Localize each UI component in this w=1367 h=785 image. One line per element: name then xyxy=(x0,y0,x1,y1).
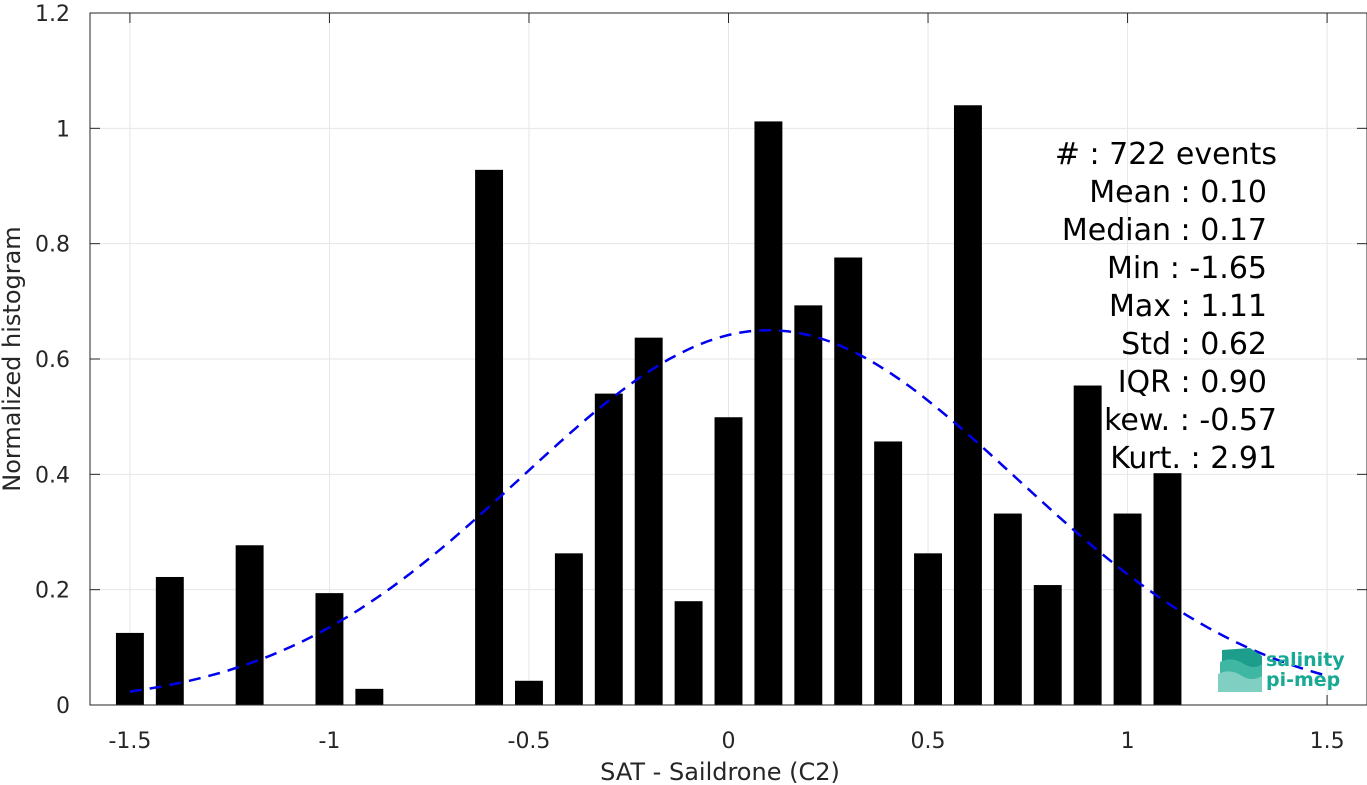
wave-logo-icon xyxy=(1218,648,1262,692)
x-tick-label: 0 xyxy=(722,729,736,754)
histogram-bar xyxy=(594,393,623,705)
histogram-bar xyxy=(953,105,982,706)
histogram-bar xyxy=(834,257,863,705)
y-tick-label: 1.2 xyxy=(35,2,70,27)
stats-box: # : 722 events Mean : 0.10 Median : 0.17… xyxy=(1055,137,1277,476)
x-tick-label: -1.5 xyxy=(108,729,151,754)
x-tick-label: 0.5 xyxy=(911,729,946,754)
y-axis-title: Normalized histogram xyxy=(0,226,26,491)
salinity-pimep-logo: salinity pi-mep xyxy=(1218,648,1345,692)
stats-line-count: # : 722 events xyxy=(1055,137,1277,172)
stats-line-skewness: kew. : -0.57 xyxy=(1104,403,1277,438)
y-tick-label: 0.4 xyxy=(35,463,70,488)
stats-line-min: Min : -1.65 xyxy=(1107,251,1267,286)
histogram-bar xyxy=(115,632,144,705)
bars xyxy=(115,105,1182,706)
x-axis-title: SAT - Saildrone (C2) xyxy=(600,758,840,785)
histogram-bar xyxy=(315,593,344,705)
histogram-bar xyxy=(674,601,703,705)
stats-line-max: Max : 1.11 xyxy=(1109,289,1267,324)
x-tick-label: -1 xyxy=(318,729,340,754)
y-tick-label: 0 xyxy=(56,694,70,719)
logo-line-salinity: salinity xyxy=(1266,649,1345,671)
histogram-bar xyxy=(355,688,384,705)
y-tick-label: 1 xyxy=(56,117,70,142)
x-tick-label: 1.5 xyxy=(1310,729,1345,754)
histogram-bar xyxy=(1153,473,1182,705)
histogram-bar xyxy=(714,417,743,705)
plot-frame xyxy=(89,12,1367,706)
stats-line-median: Median : 0.17 xyxy=(1062,213,1267,248)
histogram-bar xyxy=(1073,385,1102,705)
histogram-bar xyxy=(993,513,1022,705)
histogram-bar xyxy=(554,553,583,705)
stats-line-std: Std : 0.62 xyxy=(1121,327,1267,362)
x-tick-label: -0.5 xyxy=(508,729,551,754)
histogram-bar xyxy=(754,121,783,705)
histogram-bar xyxy=(634,337,663,705)
y-tick-label: 0.2 xyxy=(35,579,70,604)
y-tick-label: 0.6 xyxy=(35,348,70,373)
histogram-bar xyxy=(1113,513,1142,705)
histogram-bar xyxy=(794,305,823,705)
histogram-bar xyxy=(475,169,504,705)
x-tick-label: 1 xyxy=(1121,729,1135,754)
stats-line-mean: Mean : 0.10 xyxy=(1089,175,1267,210)
tick-labels: -1.5 -1 -0.5 0 0.5 1 1.5 0 0.2 0.4 0.6 0.8 1 1.2 xyxy=(35,2,1345,754)
histogram-bar xyxy=(874,441,903,705)
histogram-bar xyxy=(515,680,543,705)
logo-line-pimep: pi-mep xyxy=(1266,669,1340,691)
stats-line-kurtosis: Kurt. : 2.91 xyxy=(1110,441,1277,476)
stats-line-iqr: IQR : 0.90 xyxy=(1118,365,1267,400)
y-tick-label: 0.8 xyxy=(35,233,70,258)
histogram-bar xyxy=(914,553,942,705)
normal-fit-curve xyxy=(129,328,1328,693)
histogram-bar xyxy=(1033,585,1062,705)
histogram-bar xyxy=(235,545,264,705)
